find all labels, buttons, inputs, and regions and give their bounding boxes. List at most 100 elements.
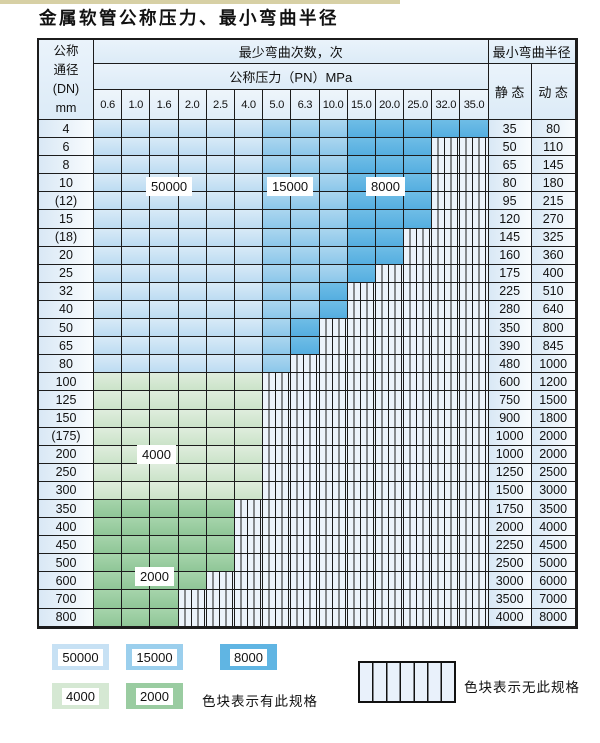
- spec-cell: [263, 536, 292, 555]
- spec-cell: [94, 300, 123, 320]
- spec-cell: [432, 337, 461, 356]
- spec-cell: [206, 445, 235, 464]
- spec-cell: [178, 590, 207, 609]
- spec-cell: [150, 590, 179, 609]
- spec-cell: [432, 445, 461, 464]
- spec-cell: [460, 463, 489, 482]
- spec-cell: [460, 300, 489, 320]
- spec-cell: [122, 499, 151, 519]
- spec-cell: [291, 463, 320, 482]
- dn-cell: 40: [39, 300, 94, 320]
- spec-cell: [150, 282, 179, 301]
- corner-header-line: 通径: [53, 63, 79, 77]
- spec-cell: [291, 554, 320, 573]
- spec-cell: [94, 391, 123, 410]
- spec-cell: [263, 554, 292, 573]
- spec-cell: [263, 518, 292, 537]
- spec-cell: [404, 608, 433, 627]
- pressure-col-header: 32.0: [432, 90, 461, 120]
- spec-cell: [375, 228, 405, 247]
- page-title: 金属软管公称压力、最小弯曲半径: [39, 8, 339, 28]
- spec-cell: [234, 590, 264, 609]
- legend-swatch-8000: 8000: [220, 644, 277, 670]
- spec-cell: [263, 120, 292, 139]
- spec-cell: [375, 554, 405, 573]
- spec-cell: [94, 120, 123, 139]
- corner-header: 公称 通径 (DN) mm: [39, 40, 94, 120]
- spec-cell: [94, 590, 123, 609]
- spec-cell: [404, 536, 433, 555]
- pressure-col-header: 1.0: [122, 90, 151, 120]
- spec-cell: [206, 554, 235, 573]
- spec-cell: [460, 246, 489, 265]
- spec-cell: [263, 499, 292, 519]
- dynamic-radius-cell: 80: [531, 120, 576, 139]
- spec-cell: [375, 391, 405, 410]
- bend-cycles-header: 最少弯曲次数，次: [94, 40, 489, 64]
- spec-cell: [206, 499, 235, 519]
- spec-cell: [263, 409, 292, 428]
- static-radius-cell: 160: [488, 246, 532, 265]
- static-radius-cell: 480: [488, 355, 532, 374]
- spec-cell: [375, 246, 405, 265]
- spec-cell: [234, 608, 264, 627]
- dynamic-radius-cell: 3500: [531, 499, 576, 519]
- spec-cell: [263, 590, 292, 609]
- corner-header-line: (DN): [52, 82, 80, 96]
- spec-cell: [319, 264, 348, 283]
- dn-cell: 50: [39, 319, 94, 338]
- spec-cell: [150, 156, 179, 175]
- dynamic-radius-cell: 2000: [531, 427, 576, 446]
- spec-cell: [178, 228, 207, 247]
- spec-cell: [122, 427, 151, 446]
- legend-no-spec-text: 色块表示无此规格: [464, 680, 580, 695]
- spec-cell: [432, 192, 461, 211]
- spec-cell: [404, 174, 433, 193]
- spec-cell: [375, 120, 405, 139]
- spec-cell: [347, 192, 376, 211]
- spec-cell: [234, 282, 264, 301]
- spec-cell: [347, 138, 376, 157]
- pressure-col-header: 2.0: [178, 90, 207, 120]
- spec-cell: [150, 518, 179, 537]
- spec-cell: [432, 210, 461, 229]
- spec-cell: [460, 499, 489, 519]
- spec-cell: [460, 319, 489, 338]
- spec-cell: [291, 192, 320, 211]
- static-radius-cell: 280: [488, 300, 532, 320]
- spec-cell: [460, 445, 489, 464]
- spec-cell: [375, 192, 405, 211]
- spec-cell: [206, 355, 235, 374]
- spec-cell: [291, 337, 320, 356]
- spec-cell: [375, 481, 405, 500]
- spec-cell: [178, 156, 207, 175]
- spec-cell: [122, 463, 151, 482]
- spec-cell: [375, 518, 405, 537]
- spec-cell: [122, 264, 151, 283]
- static-radius-cell: 4000: [488, 608, 532, 627]
- dynamic-radius-cell: 845: [531, 337, 576, 356]
- spec-cell: [291, 409, 320, 428]
- dn-cell: 200: [39, 445, 94, 464]
- dynamic-radius-cell: 800: [531, 319, 576, 338]
- spec-cell: [150, 608, 179, 627]
- spec-cell: [404, 282, 433, 301]
- spec-cell: [404, 463, 433, 482]
- spec-cell: [319, 337, 348, 356]
- cycles-label-50000: 50000: [146, 177, 193, 196]
- dn-cell: 8: [39, 156, 94, 175]
- dn-cell: 20: [39, 246, 94, 265]
- spec-cell: [291, 590, 320, 609]
- spec-cell: [178, 572, 207, 591]
- spec-cell: [347, 409, 376, 428]
- spec-cell: [460, 138, 489, 157]
- spec-cell: [291, 120, 320, 139]
- spec-cell: [404, 337, 433, 356]
- spec-cell: [150, 300, 179, 320]
- spec-cell: [460, 554, 489, 573]
- spec-cell: [291, 427, 320, 446]
- spec-cell: [122, 192, 151, 211]
- spec-cell: [234, 228, 264, 247]
- spec-cell: [291, 138, 320, 157]
- static-radius-cell: 95: [488, 192, 532, 211]
